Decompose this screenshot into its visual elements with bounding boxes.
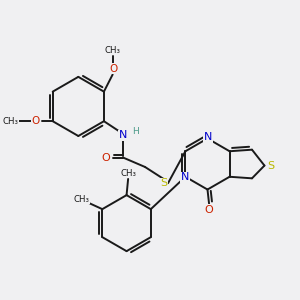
Text: S: S — [161, 178, 168, 188]
Text: CH₃: CH₃ — [105, 46, 121, 55]
Text: CH₃: CH₃ — [74, 195, 89, 204]
Text: H: H — [132, 127, 138, 136]
Text: O: O — [109, 64, 117, 74]
Text: CH₃: CH₃ — [120, 169, 136, 178]
Text: N: N — [204, 132, 212, 142]
Text: N: N — [181, 172, 189, 182]
Text: O: O — [205, 205, 213, 215]
Text: O: O — [102, 153, 110, 163]
Text: S: S — [268, 160, 275, 171]
Text: CH₃: CH₃ — [2, 117, 18, 126]
Text: O: O — [32, 116, 40, 126]
Text: N: N — [119, 130, 128, 140]
